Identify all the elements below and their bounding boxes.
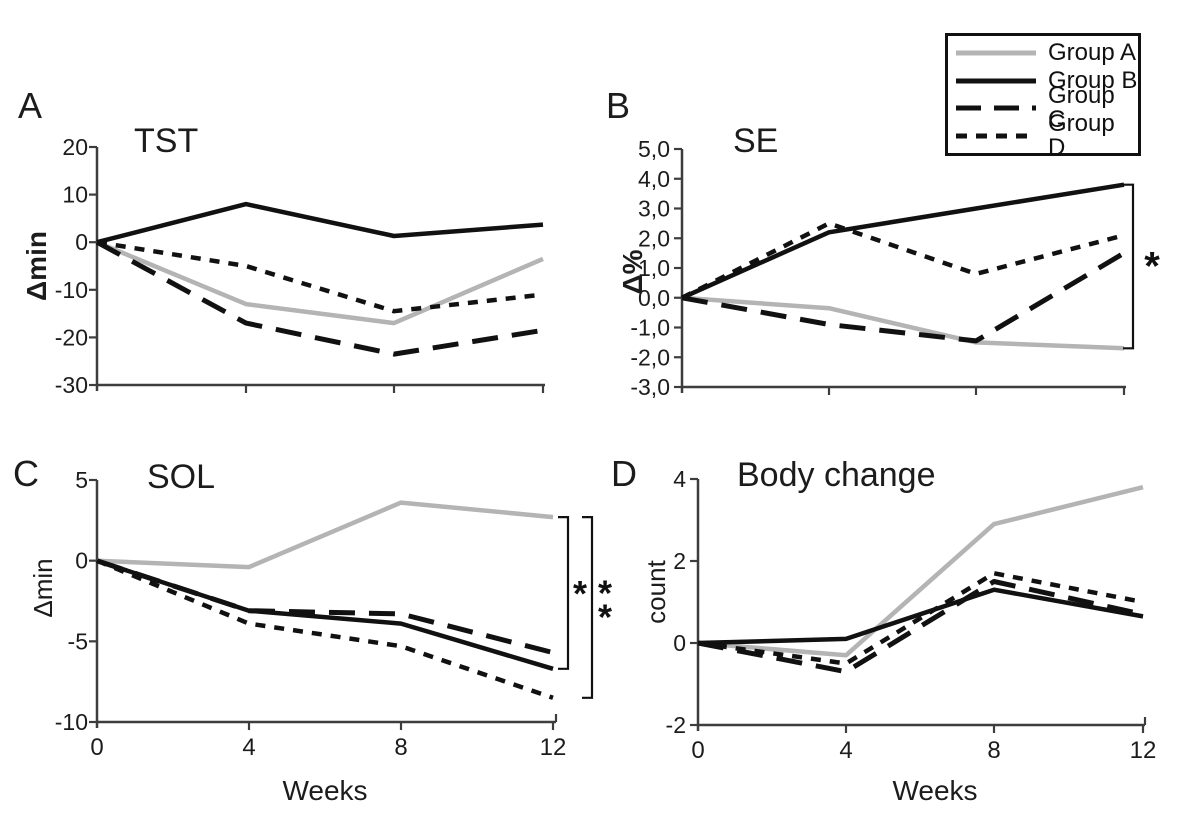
series-line-group-c xyxy=(96,558,554,656)
x-tick-label: 8 xyxy=(987,737,1000,764)
legend-line-sample-group-b xyxy=(956,78,1036,84)
panel-B: 5,0 4,0 3,0 2,0 1,0 0,0 -1,0 -2,0 -3,0 B SE Δ% * xyxy=(606,85,1160,400)
y-tick-label: 4 xyxy=(673,466,686,492)
legend-item-group-b: Group B xyxy=(954,68,1138,94)
legend-item-group-c: Group C xyxy=(954,84,1138,132)
y-tick-label: 2 xyxy=(673,548,686,574)
series-line-group-c xyxy=(681,250,1126,344)
y-tick-label: 0 xyxy=(75,229,88,255)
y-tick-label: 4,0 xyxy=(638,166,670,192)
series-line-group-a xyxy=(681,295,1125,351)
series-line-group-b xyxy=(96,558,554,671)
significance-bracket xyxy=(1123,183,1135,350)
series-line-group-d xyxy=(697,571,1144,666)
significance-bracket xyxy=(558,516,570,670)
y-tick-label: -1,0 xyxy=(630,315,670,341)
series-line-group-c xyxy=(697,579,1144,675)
y-tick-label: -10 xyxy=(55,709,88,735)
y-tick-label: 5,0 xyxy=(638,136,670,162)
y-tick-label: -10 xyxy=(55,277,88,303)
legend-line-sample-group-d xyxy=(956,133,1036,139)
legend-item-group-a: Group A xyxy=(954,40,1138,66)
y-tick-label: -20 xyxy=(55,324,88,350)
series-line-group-b xyxy=(697,587,1144,646)
y-tick-label: -5 xyxy=(68,628,88,654)
y-tick-label: 5 xyxy=(75,467,88,493)
legend-label-group-c: Group C xyxy=(1048,82,1115,134)
series-line-group-a xyxy=(96,240,544,326)
y-axis-title: Δ% xyxy=(617,249,648,294)
x-tick-label: 8 xyxy=(394,734,407,761)
y-tick-label: 20 xyxy=(62,134,88,160)
panel-A: 20 10 0 -10 -20 -30 A TST Δmin xyxy=(18,85,545,398)
series-line-group-a xyxy=(697,485,1144,658)
significance-asterisk: * xyxy=(573,573,587,614)
legend-line-sample-group-a xyxy=(956,50,1036,56)
x-tick-label: 0 xyxy=(90,734,103,761)
series-line-group-c xyxy=(95,240,544,357)
y-tick-label: 0,0 xyxy=(638,285,670,311)
significance-asterisk: * xyxy=(598,572,612,613)
panel-title: TST xyxy=(134,122,198,160)
x-tick-label: 12 xyxy=(540,734,567,761)
y-tick-label: -30 xyxy=(55,372,88,398)
y-tick-label: -2 xyxy=(666,712,686,738)
y-tick-label: -3,0 xyxy=(630,374,670,400)
series-line-group-d xyxy=(96,558,554,700)
y-axis-title: count xyxy=(641,559,671,623)
legend-box: Group A Group B Group C Group D xyxy=(945,33,1141,160)
series-line-group-b xyxy=(96,201,544,245)
panel-title: SE xyxy=(733,122,778,160)
panel-letter: B xyxy=(606,85,630,126)
y-axis-title: Δmin xyxy=(28,558,58,617)
y-tick-label: 10 xyxy=(62,182,88,208)
x-axis-title: Weeks xyxy=(282,775,367,806)
x-tick-label: 12 xyxy=(1130,737,1157,764)
significance-bracket xyxy=(582,516,594,699)
legend-label-group-b: Group B xyxy=(1048,66,1138,94)
x-tick-label: 4 xyxy=(242,734,255,761)
series-line-group-d xyxy=(680,221,1125,300)
series-line-group-d xyxy=(96,239,544,314)
series-line-group-b xyxy=(681,182,1125,300)
y-tick-label: -2,0 xyxy=(630,344,670,370)
panel-title: SOL xyxy=(147,458,215,496)
y-tick-label: 1,0 xyxy=(638,255,670,281)
legend-line-sample-group-c xyxy=(956,105,1036,111)
panel-letter: C xyxy=(13,453,39,494)
y-axis-title: Δmin xyxy=(21,231,52,301)
x-tick-label: 4 xyxy=(839,737,852,764)
significance-asterisk: * xyxy=(598,596,612,637)
y-tick-label: 0 xyxy=(75,548,88,574)
significance-asterisk: * xyxy=(1144,245,1160,289)
series-line-group-a xyxy=(96,500,554,570)
legend-item-group-d: Group D xyxy=(954,112,1138,160)
legend-label-group-d: Group D xyxy=(1048,110,1115,162)
panel-letter: D xyxy=(611,453,637,494)
y-tick-label: 2,0 xyxy=(638,225,670,251)
y-tick-label: 3,0 xyxy=(638,196,670,222)
legend-label-group-a: Group A xyxy=(1048,38,1137,66)
panel-letter: A xyxy=(18,85,42,126)
x-axis-title: Weeks xyxy=(892,775,977,806)
x-tick-label: 0 xyxy=(691,737,704,764)
panel-title: Body change xyxy=(737,456,936,494)
y-tick-label: 0 xyxy=(673,630,686,656)
